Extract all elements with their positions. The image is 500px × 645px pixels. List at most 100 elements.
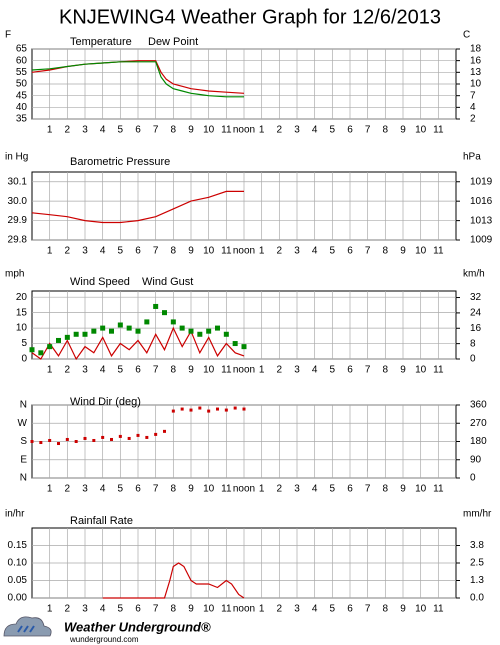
x-tick-label: 5: [330, 246, 336, 257]
x-tick-label: 2: [277, 365, 283, 376]
x-tick-label: noon: [233, 484, 255, 495]
point: [57, 442, 60, 446]
y-tick-label: 65: [16, 44, 28, 55]
series-line: [31, 326, 245, 361]
point: [188, 328, 194, 334]
y-tick-label: 0.00: [8, 593, 28, 604]
point: [56, 337, 61, 343]
y2-tick-label: 2.5: [470, 558, 484, 569]
x-tick-label: 7: [365, 604, 371, 615]
point: [179, 325, 185, 331]
x-tick-label: 1: [259, 246, 265, 257]
x-tick-label: 3: [294, 365, 300, 376]
x-tick-label: 9: [188, 125, 194, 136]
x-tick-label: 10: [203, 246, 215, 257]
y-tick-label: 15: [16, 307, 28, 318]
y-tick-label: 5: [21, 338, 27, 349]
logo: [3, 616, 52, 637]
point: [154, 432, 158, 436]
legend-entry: Temperature: [70, 36, 132, 48]
x-tick-label: 2: [277, 125, 283, 136]
point: [100, 325, 106, 331]
y-tick-label: 29.9: [8, 215, 28, 226]
point: [64, 334, 70, 340]
x-tick-label: 7: [153, 365, 159, 376]
x-tick-label: 7: [153, 604, 159, 615]
y-tick-label: W: [18, 418, 28, 429]
x-tick-label: 1: [47, 246, 53, 257]
x-tick-label: 1: [47, 484, 53, 495]
y2-tick-label: 16: [470, 323, 482, 334]
x-tick-label: 9: [400, 604, 406, 615]
x-tick-label: 9: [188, 365, 194, 376]
point: [223, 331, 229, 337]
x-tick-label: 5: [118, 246, 124, 257]
x-tick-label: 11: [433, 484, 444, 495]
x-tick-label: 8: [383, 484, 389, 495]
point: [232, 341, 238, 347]
x-tick-label: 4: [312, 365, 318, 376]
brand: Weather Underground®: [64, 619, 211, 634]
x-tick-label: 8: [171, 484, 177, 495]
x-tick-label: 3: [82, 604, 88, 615]
x-tick-label: 6: [347, 246, 353, 257]
point: [170, 319, 176, 325]
point: [163, 429, 166, 433]
x-tick-label: 2: [65, 246, 71, 257]
x-tick-label: 4: [100, 125, 106, 136]
x-tick-label: 6: [135, 365, 141, 376]
point: [74, 440, 78, 443]
x-tick-label: 3: [294, 484, 300, 495]
point: [48, 438, 52, 442]
y-tick-label: 20: [16, 292, 28, 303]
x-tick-label: 6: [135, 125, 141, 136]
y2-tick-label: 32: [470, 292, 482, 303]
y2-tick-label: 13: [470, 67, 482, 78]
legend-entry: Barometric Pressure: [70, 156, 170, 168]
x-tick-label: 8: [383, 365, 389, 376]
point: [29, 347, 35, 353]
y2-tick-label: 18: [470, 44, 482, 55]
x-tick-label: 7: [153, 246, 159, 257]
x-tick-label: 8: [171, 604, 177, 615]
point: [215, 325, 220, 331]
legend-entry: Wind Gust: [142, 276, 193, 288]
x-tick-label: 1: [47, 365, 53, 376]
x-tick-label: 6: [347, 484, 353, 495]
x-tick-label: 3: [294, 125, 300, 136]
x-tick-label: 3: [294, 246, 300, 257]
x-tick-label: 7: [153, 125, 159, 136]
x-tick-label: 10: [203, 125, 215, 136]
x-tick-label: 4: [312, 484, 318, 495]
y-tick-label: 30.1: [8, 176, 28, 187]
x-tick-label: 9: [188, 246, 194, 257]
point: [38, 350, 44, 356]
y-tick-label: 10: [16, 323, 28, 334]
brand-url: wunderground.com: [69, 635, 139, 644]
point: [91, 328, 97, 334]
y2-tick-label: 4: [470, 102, 476, 113]
x-tick-label: 7: [153, 484, 159, 495]
y-tick-label: 55: [16, 67, 28, 78]
x-tick-label: 7: [365, 484, 371, 495]
x-tick-label: 1: [259, 484, 265, 495]
point: [82, 331, 88, 337]
y2-tick-label: 0: [470, 473, 476, 484]
point: [127, 436, 131, 440]
x-tick-label: 2: [277, 604, 283, 615]
point: [216, 407, 219, 411]
x-tick-label: 1: [47, 125, 53, 136]
x-tick-label: 8: [383, 125, 389, 136]
point: [233, 406, 237, 410]
x-tick-label: 2: [65, 484, 71, 495]
x-tick-label: noon: [233, 125, 255, 136]
x-tick-label: 6: [347, 604, 353, 615]
point: [39, 441, 43, 445]
y2-unit: km/h: [463, 269, 485, 280]
y-tick-label: 40: [16, 102, 28, 113]
y-unit: in Hg: [5, 152, 28, 163]
y2-tick-label: 3.8: [470, 540, 484, 551]
y2-unit: hPa: [463, 152, 481, 163]
y-tick-label: N: [20, 400, 27, 411]
x-tick-label: 11: [433, 246, 444, 257]
